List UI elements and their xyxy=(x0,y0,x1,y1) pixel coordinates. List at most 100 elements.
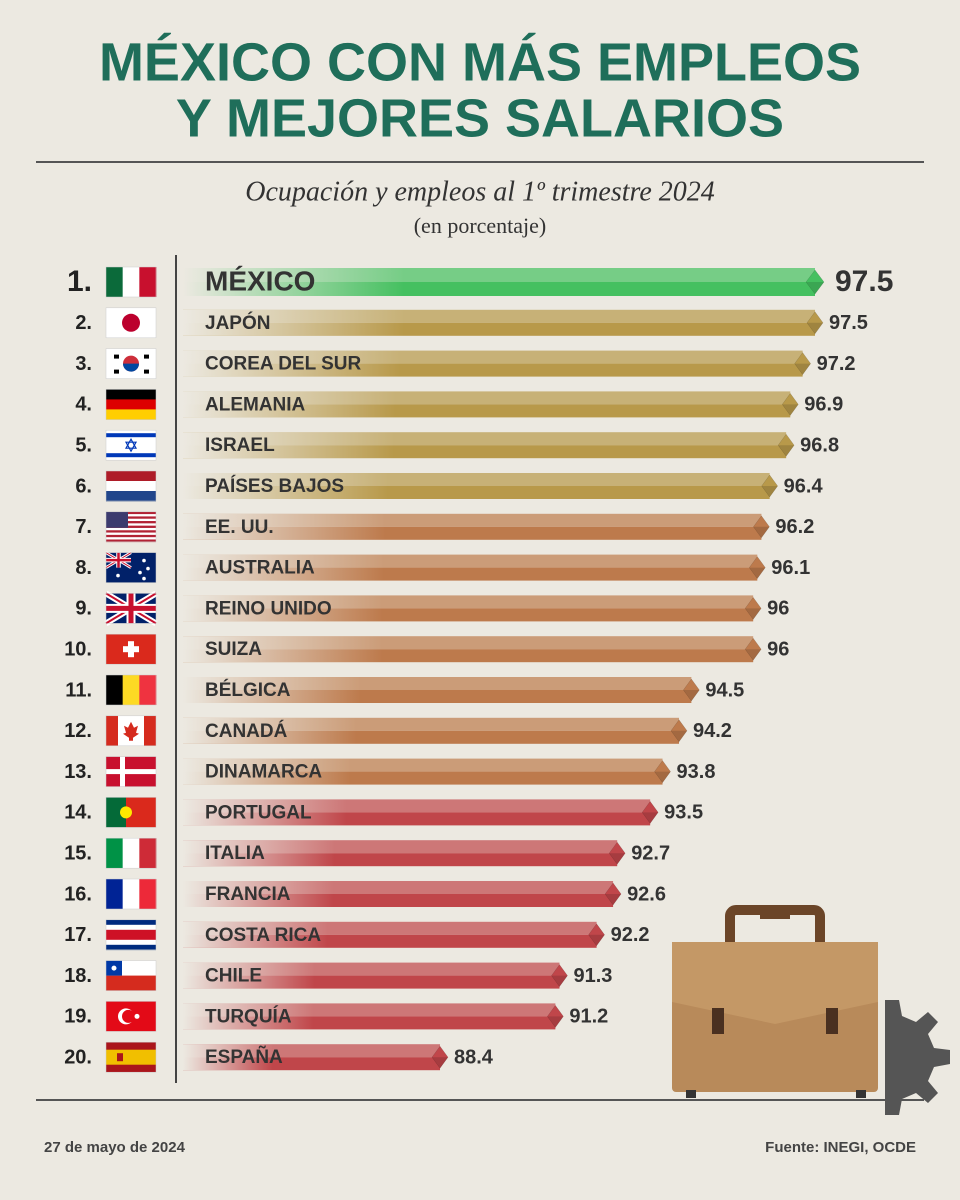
flag-part xyxy=(106,838,124,869)
date: 27 de mayo de 2024 xyxy=(44,1139,186,1156)
value-label: 88.4 xyxy=(454,1046,494,1068)
flag-border xyxy=(105,756,157,787)
value-label: 97.5 xyxy=(829,312,868,334)
flag-part xyxy=(106,944,156,951)
flag-part xyxy=(106,929,156,941)
bar-tip xyxy=(794,352,811,376)
category-label: EE. UU. xyxy=(205,517,274,538)
value-label: 96 xyxy=(767,598,789,620)
flag xyxy=(105,511,157,543)
bar xyxy=(183,840,626,867)
flag-part xyxy=(122,879,140,909)
category-label: SUIZA xyxy=(205,639,262,660)
bar xyxy=(183,717,688,744)
value-label: 97.2 xyxy=(817,353,856,375)
flag-part xyxy=(106,521,156,524)
bar xyxy=(183,350,811,377)
flag-border xyxy=(105,1041,157,1073)
bar-fade xyxy=(183,636,754,663)
flag-part xyxy=(104,590,158,626)
flag-part xyxy=(139,267,157,297)
flag-part xyxy=(123,363,139,372)
subtitle: Ocupación y empleos al 1º trimestre 2024 xyxy=(245,176,715,207)
rank: 11. xyxy=(65,679,92,701)
flag-part xyxy=(106,975,156,991)
bar xyxy=(183,513,770,540)
bar-tip xyxy=(761,474,778,498)
category-label: DINAMARCA xyxy=(205,762,322,783)
flag-border xyxy=(105,429,157,461)
flag-part xyxy=(106,552,131,568)
bar-tip xyxy=(431,1045,449,1069)
bar-tip-shade xyxy=(642,812,659,824)
bar xyxy=(183,962,568,989)
bar xyxy=(183,473,778,499)
bar-fade xyxy=(183,881,614,907)
flag-part xyxy=(106,715,118,746)
flag-part xyxy=(146,566,150,571)
bar-tip xyxy=(551,964,568,988)
title-line: Y MEJORES SALARIOS xyxy=(176,88,784,148)
flag-border xyxy=(105,797,157,828)
bar-tip xyxy=(781,392,799,416)
rank: 18. xyxy=(64,965,92,987)
flag xyxy=(104,590,158,626)
flag-part xyxy=(106,939,156,946)
flag-part xyxy=(124,437,138,453)
title-line: MÉXICO CON MÁS EMPLEOS xyxy=(99,32,861,92)
flag-part xyxy=(106,511,128,528)
flag xyxy=(105,307,157,339)
flag xyxy=(105,674,157,706)
value-label: 94.5 xyxy=(705,679,744,701)
bar-fade xyxy=(183,840,618,867)
flag-part xyxy=(139,879,157,909)
rank: 6. xyxy=(75,475,92,497)
flag-border xyxy=(105,307,157,339)
flag-part xyxy=(111,965,117,971)
flag xyxy=(105,266,157,298)
flag-part xyxy=(106,525,156,529)
flag-part xyxy=(138,570,142,575)
bar-tip-shade xyxy=(654,771,671,783)
flag-part xyxy=(106,675,124,705)
flag-part xyxy=(106,919,156,926)
flag-part xyxy=(139,838,157,869)
value-label: 94.2 xyxy=(693,720,732,742)
rank: 2. xyxy=(75,312,92,334)
flag-border xyxy=(105,1001,157,1032)
category-label: FRANCIA xyxy=(205,884,291,905)
value-label: 92.7 xyxy=(631,842,670,864)
flag xyxy=(105,837,157,869)
rank: 7. xyxy=(75,516,92,538)
category-label: CANADÁ xyxy=(205,720,288,742)
bar-tip xyxy=(753,515,770,539)
bar-fade xyxy=(183,268,815,296)
flag-part xyxy=(106,481,156,492)
flag-part xyxy=(106,537,156,540)
flag-border xyxy=(105,633,157,665)
flag-part xyxy=(106,471,156,482)
flag-part xyxy=(106,797,126,828)
category-label: TURQUÍA xyxy=(205,1005,292,1027)
flag-part xyxy=(106,514,156,517)
flag-border xyxy=(105,348,157,379)
bar-tip xyxy=(641,800,659,824)
bar-tip-shade xyxy=(605,894,622,905)
flag-part xyxy=(106,534,156,538)
bar-tip-shade xyxy=(806,282,824,294)
bar-fade xyxy=(183,962,560,989)
bar xyxy=(183,881,622,907)
flag-border xyxy=(105,837,157,869)
bar-tip-shade xyxy=(782,404,799,416)
flag-part xyxy=(122,1009,135,1023)
bar-fade xyxy=(183,554,758,581)
flag-part xyxy=(106,433,156,438)
bar-fade xyxy=(183,595,754,622)
flag-part xyxy=(106,389,156,400)
value-label: 96.4 xyxy=(784,475,824,497)
flag xyxy=(105,756,157,787)
category-label: MÉXICO xyxy=(205,265,315,296)
value-label: 96.2 xyxy=(775,516,814,538)
bar-tip-shade xyxy=(609,853,626,865)
